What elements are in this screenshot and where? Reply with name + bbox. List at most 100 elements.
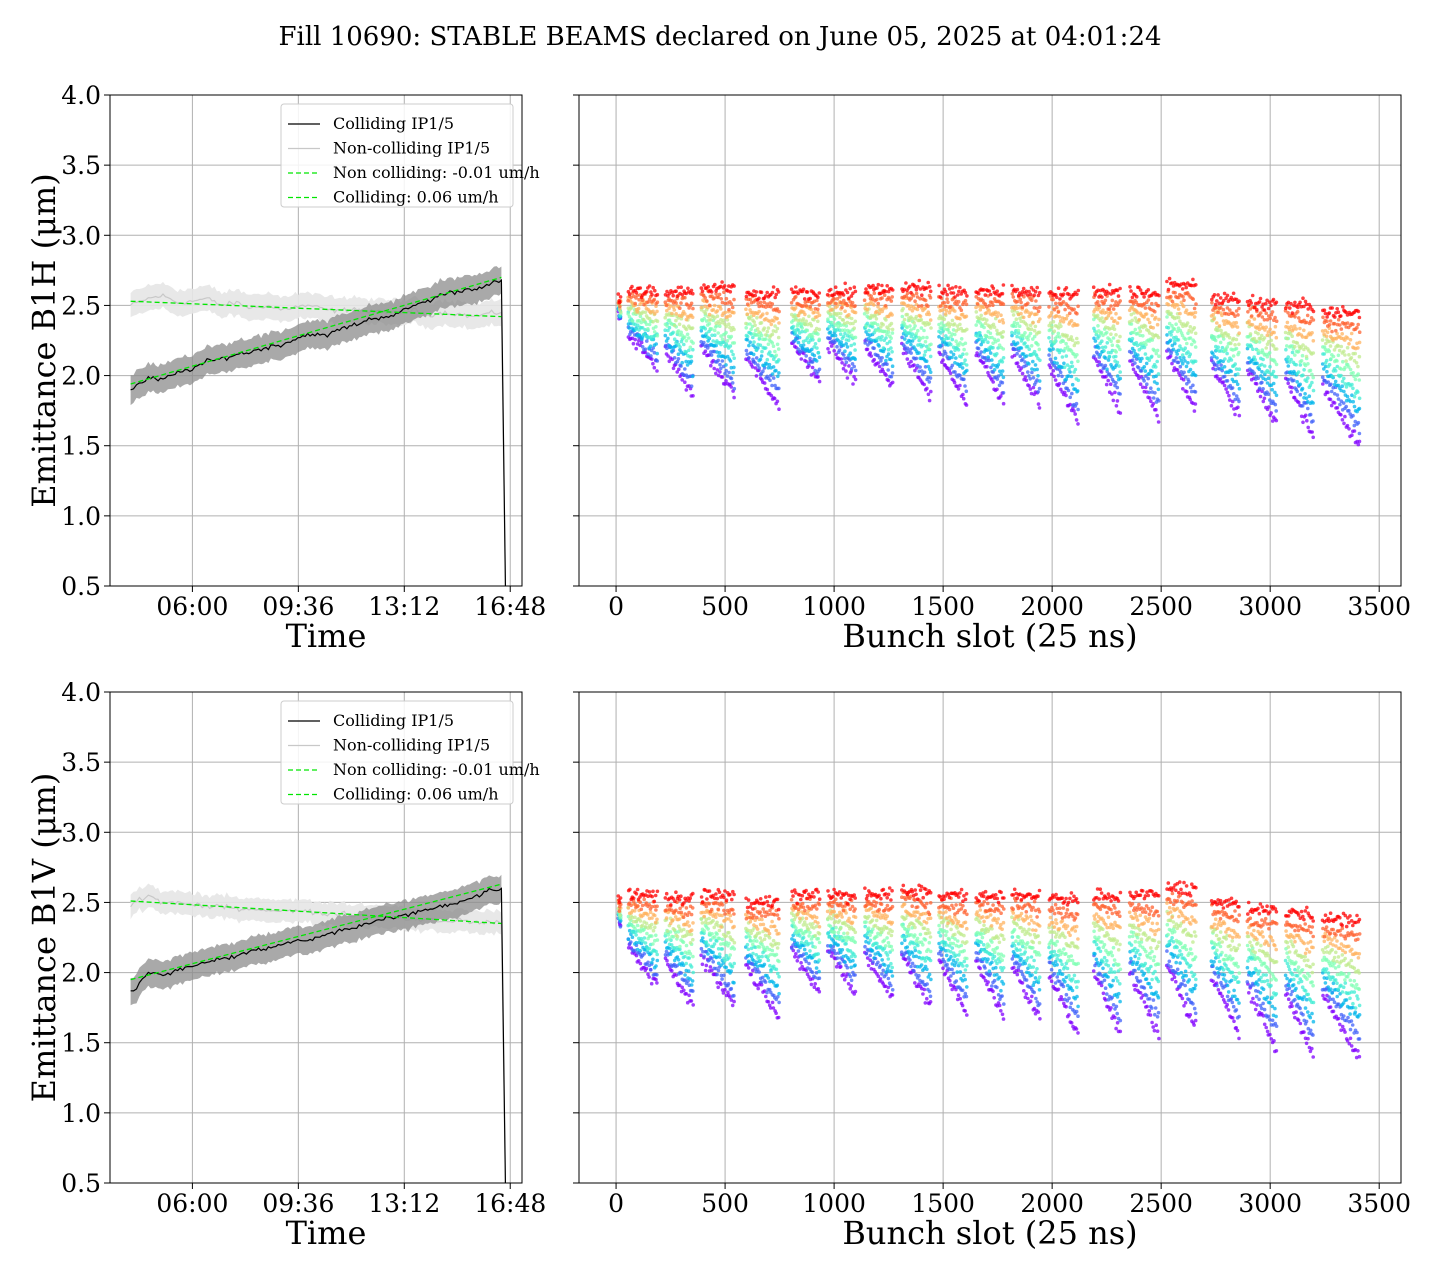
scatter-point [722,973,726,978]
scatter-point [1108,310,1113,315]
x-tick-label: 1000 [802,592,866,621]
scatter-point [929,326,933,330]
panel-b1h-time: 0.51.01.52.02.53.03.54.006:00 09:36 13:12 1… [25,81,546,655]
scatter-point [638,961,643,966]
scatter-point [631,341,636,346]
scatter-point [1339,327,1344,331]
scatter-point [745,302,750,307]
scatter-point [646,960,650,965]
scatter-point [900,314,905,319]
scatter-point [794,285,798,289]
scatter-point [1026,370,1030,374]
scatter-point [655,369,659,373]
scatter-point [816,319,820,324]
scatter-point [1036,402,1041,406]
scatter-point [1194,302,1198,306]
scatter-point [720,359,725,363]
scatter-point [979,350,983,354]
scatter-point [729,385,733,389]
scatter-point [1176,315,1181,320]
scatter-point [946,300,950,305]
scatter-point [716,985,720,990]
scatter-point [964,363,969,367]
scatter-point [841,334,846,339]
scatter-point [744,326,748,330]
scatter-point [629,295,633,300]
y-tick-label: 1.0 [61,502,101,531]
scatter-point [1015,341,1020,345]
scatter-point [684,339,689,343]
scatter-point [706,943,710,947]
x-tick-label: 16:48 [474,592,546,621]
scatter-point [1339,413,1343,417]
scatter-point [1015,351,1019,356]
scatter-point [728,314,732,318]
scatter-point [1269,411,1273,415]
scatter-point [678,944,682,949]
scatter-point [653,312,657,316]
scatter-point [744,307,748,312]
scatter-point [1290,385,1294,390]
scatter-point [1020,371,1025,376]
scatter-point [1092,354,1096,358]
scatter-point [663,333,668,338]
scatter-point [638,343,642,348]
y-axis-label: Emittance B1H (μm) [25,173,63,507]
scatter-point [704,904,709,909]
scatter-point [703,311,708,316]
scatter-point [1233,412,1237,417]
scatter-point [922,370,927,375]
scatter-point [1283,306,1288,311]
scatter-point [684,359,688,364]
scatter-point [1225,390,1230,395]
scatter-point [1031,385,1036,390]
scatter-point [1064,393,1068,398]
scatter-point [1236,372,1240,376]
scatter-point [833,285,838,290]
scatter-point [1331,354,1336,359]
scatter-point [909,342,913,347]
scatter-point [953,309,957,313]
scatter-point [724,296,729,301]
scatter-point [1106,358,1111,362]
scatter-point [1166,302,1171,307]
scatter-point [1229,369,1233,374]
scatter-point [655,958,660,963]
scatter-point [1109,339,1113,344]
scatter-point [775,326,780,331]
scatter-point [1169,294,1173,299]
scatter-point [650,293,654,297]
scatter-point [1170,361,1174,366]
scatter-point [760,349,764,354]
scatter-point [626,906,631,910]
scatter-point [758,300,763,305]
bunch-train [744,285,781,412]
scatter-point [636,306,641,311]
scatter-point [647,946,652,951]
scatter-point [1293,353,1297,357]
scatter-point [1274,375,1279,379]
scatter-point [1257,300,1262,304]
scatter-point [1268,316,1272,321]
scatter-point [707,902,712,906]
scatter-point [642,317,646,322]
scatter-point [653,925,657,930]
scatter-point [950,363,955,368]
scatter-point [706,285,710,289]
scatter-point [1064,316,1069,321]
scatter-point [928,318,933,322]
scatter-point [651,346,655,350]
scatter-point [634,933,638,937]
scatter-point [908,324,912,328]
scatter-point [1347,427,1351,431]
scatter-point [876,301,880,306]
scatter-point [1298,326,1302,331]
scatter-point [686,969,691,973]
scatter-point [825,293,830,297]
scatter-point [616,292,621,296]
scatter-point [951,352,956,357]
scatter-point [674,318,678,323]
scatter-point [1143,324,1148,329]
scatter-point [1351,322,1355,327]
scatter-point [1115,360,1120,365]
